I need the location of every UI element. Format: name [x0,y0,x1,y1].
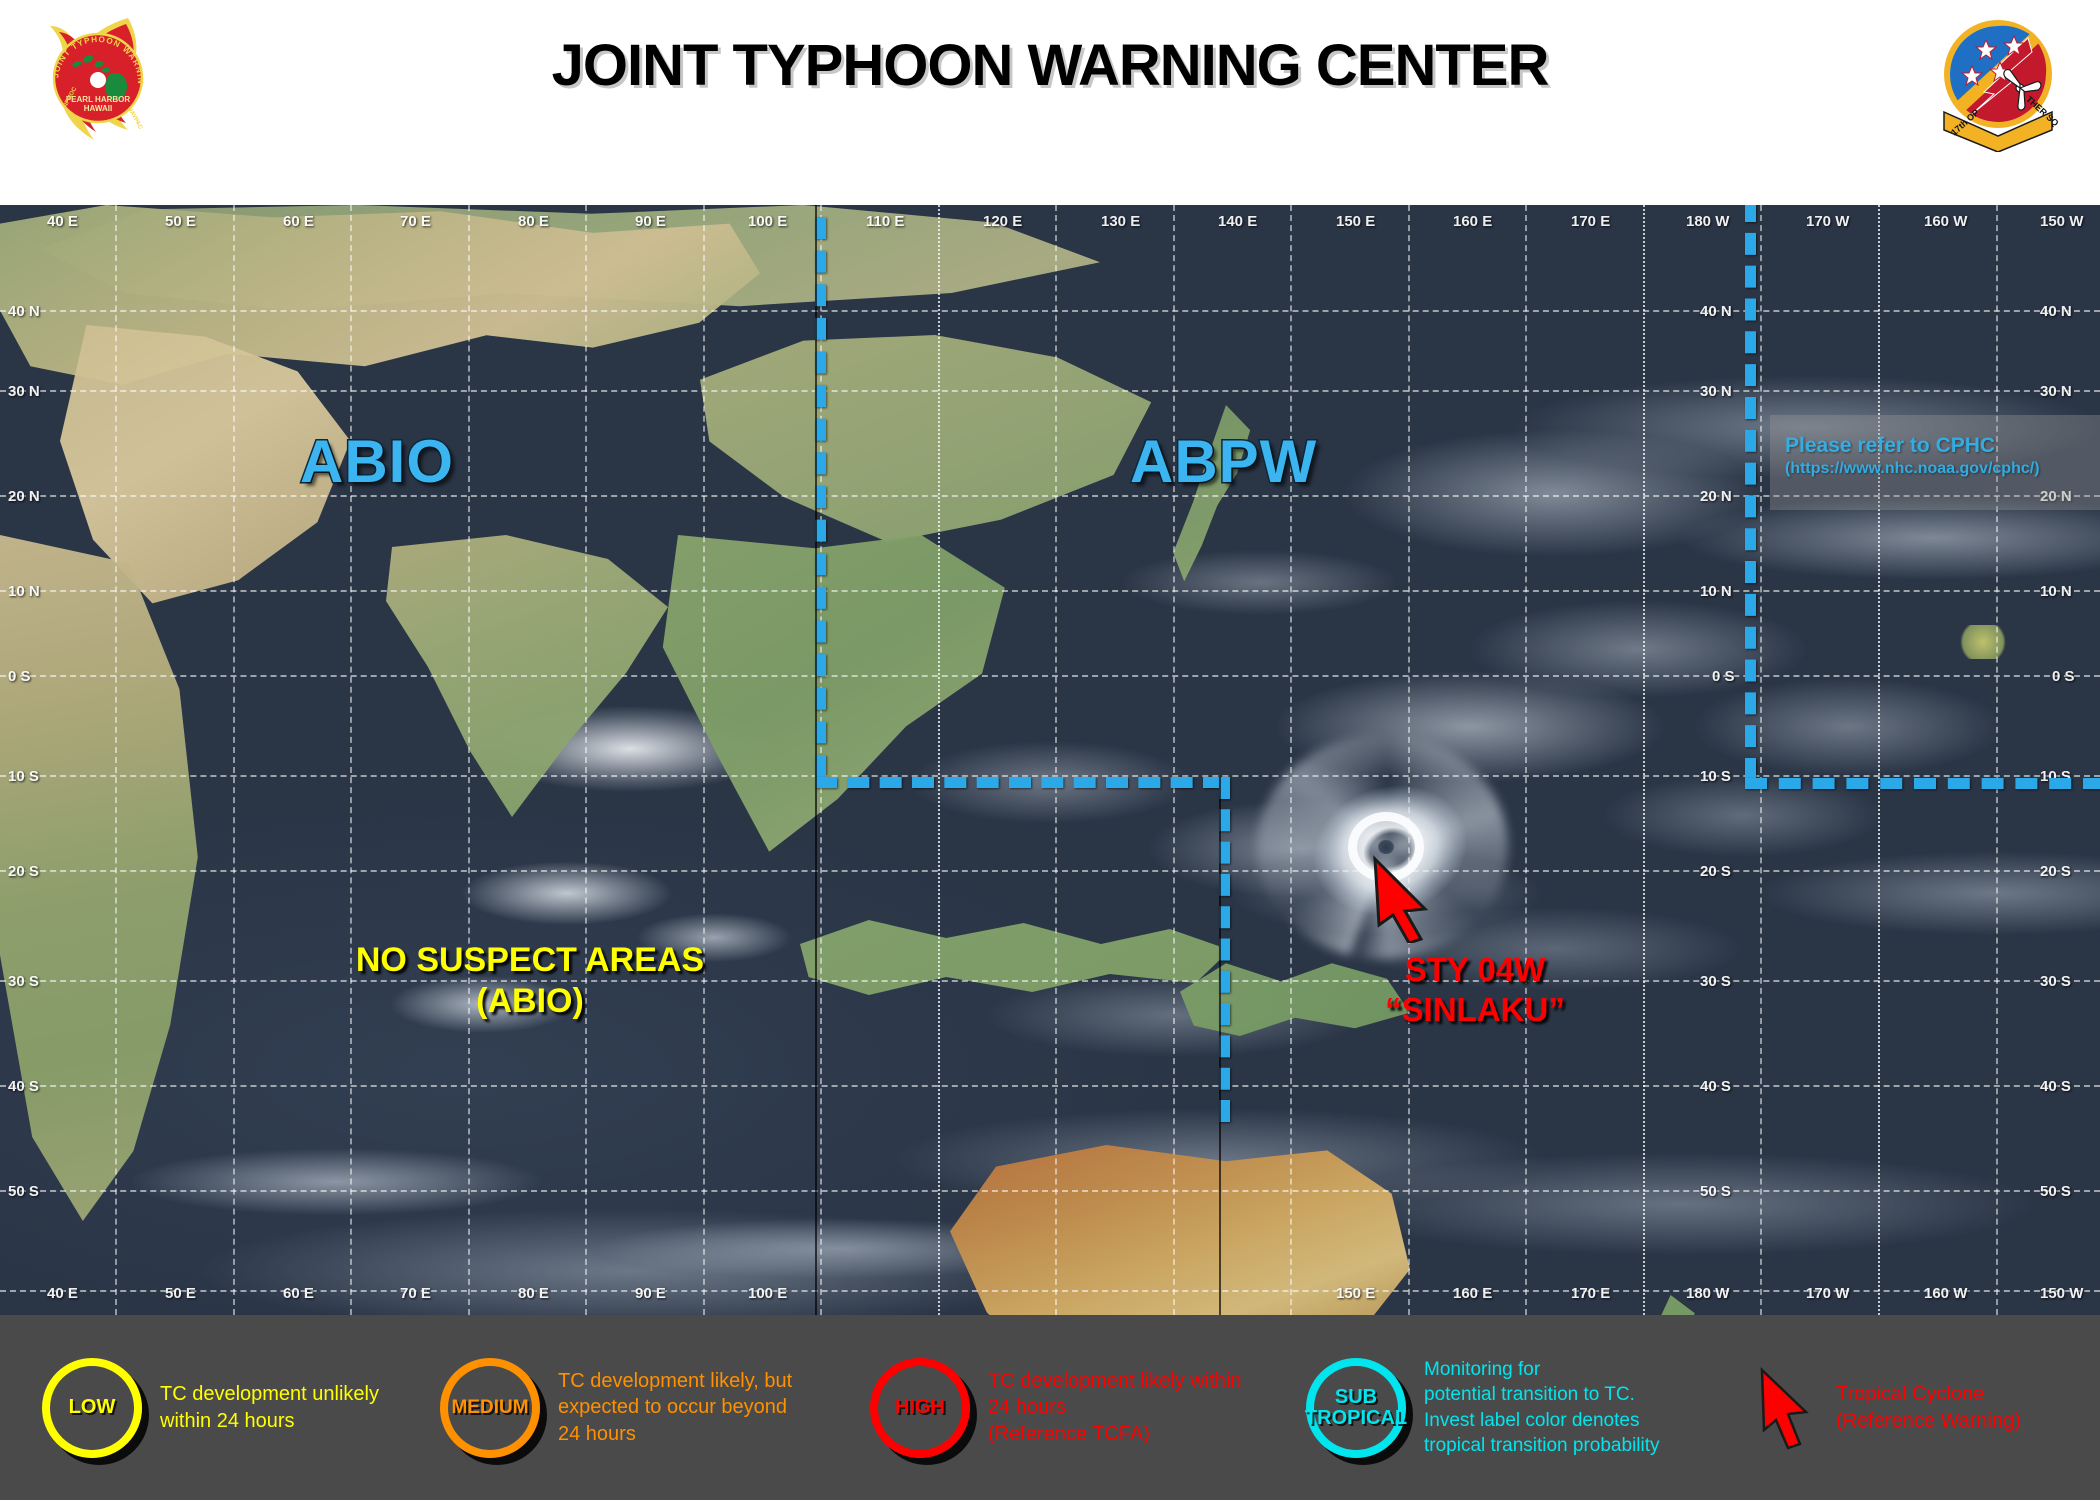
svg-text:NAVPAC: NAVPAC [126,106,143,131]
header-bar: JOINT TYPHOON WARNING CENTER PEARL HARBO… [0,0,2100,205]
legend-bar: LOW TC development unlikely within 24 ho… [0,1315,2100,1500]
storm-designation: STY 04W [1404,951,1546,988]
legend-text-tropical-cyclone: Tropical Cyclone (Reference Warning) [1836,1383,2021,1432]
legend-badge-subtropical: SUB TROPICAL [1305,1357,1407,1458]
aor-boundary-dateline-vertical [1745,205,1756,780]
cphc-region-overlay [1770,415,2100,510]
cphc-note-url: (https://www.nhc.noaa.gov/cphc/) [1785,460,2040,478]
legend-item-high[interactable]: HIGH TC development likely within 24 hou… [870,1315,1288,1500]
page-title: JOINT TYPHOON WARNING CENTER [551,33,1550,98]
no-suspect-line2: (ABIO) [476,982,584,1021]
legend-item-subtropical[interactable]: SUB TROPICAL Monitoring for potential tr… [1305,1315,1724,1500]
lat-lon-grid [0,205,2100,1315]
satellite-map[interactable]: 40 E 50 E 60 E 70 E 80 E 90 E 100 E 110 … [0,205,2100,1315]
no-suspect-line1: NO SUSPECT AREAS [355,941,705,979]
legend-text-high: TC development likely within 24 hours (R… [988,1369,1242,1445]
jtwc-seal-icon: JOINT TYPHOON WARNING CENTER PEARL HARBO… [32,12,144,140]
aor-boundary-horizontal-indonesia [815,777,1225,788]
legend-badge-medium: MEDIUM [440,1357,540,1458]
legend-item-low[interactable]: LOW TC development unlikely within 24 ho… [42,1315,430,1500]
aor-label-abpw: ABPW [1128,427,1318,497]
legend-text-low: TC development unlikely within 24 hours [160,1383,379,1432]
aor-boundary-thin-line-east [1219,777,1221,1315]
aor-boundary-abio-abpw-vertical [815,217,826,777]
storm-pointer-arrow-icon [1373,855,1429,943]
aor-boundary-thin-line-west [815,205,817,1315]
cphc-note-line1: Please refer to CPHC [1785,434,1996,457]
17th-ows-patch-icon: 17th OP THER SQ [1943,20,2061,152]
svg-text:HAWAII: HAWAII [84,104,112,113]
aor-label-abio: ABIO [299,427,455,497]
no-suspect-areas-label: NO SUSPECT AREAS (ABIO) [300,940,760,1023]
svg-text:PEARL HARBOR: PEARL HARBOR [66,95,131,104]
legend-text-medium: TC development likely, but expected to o… [558,1369,793,1445]
aor-boundary-vertical-australia [1219,777,1230,1122]
legend-text-subtropical: Monitoring for potential transition to T… [1424,1359,1660,1456]
landmass-hawaii [1960,625,2006,659]
legend-item-medium[interactable]: MEDIUM TC development likely, but expect… [440,1315,858,1500]
cphc-note: Please refer to CPHC (https://www.nhc.no… [1785,433,2095,479]
storm-name: “SINLAKU” [1385,990,1565,1028]
legend-badge-high: HIGH [870,1357,970,1458]
legend-item-tropical-cyclone[interactable]: Tropical Cyclone (Reference Warning) [1746,1315,2100,1500]
aor-boundary-equator-east [1745,778,2100,789]
storm-label: STY 04W “SINLAKU” [1325,950,1625,1029]
legend-badge-low: LOW [42,1357,142,1458]
landmass-australia [950,1145,1410,1315]
typhoon-eye [1378,839,1395,854]
legend-arrow-icon [1760,1366,1809,1450]
